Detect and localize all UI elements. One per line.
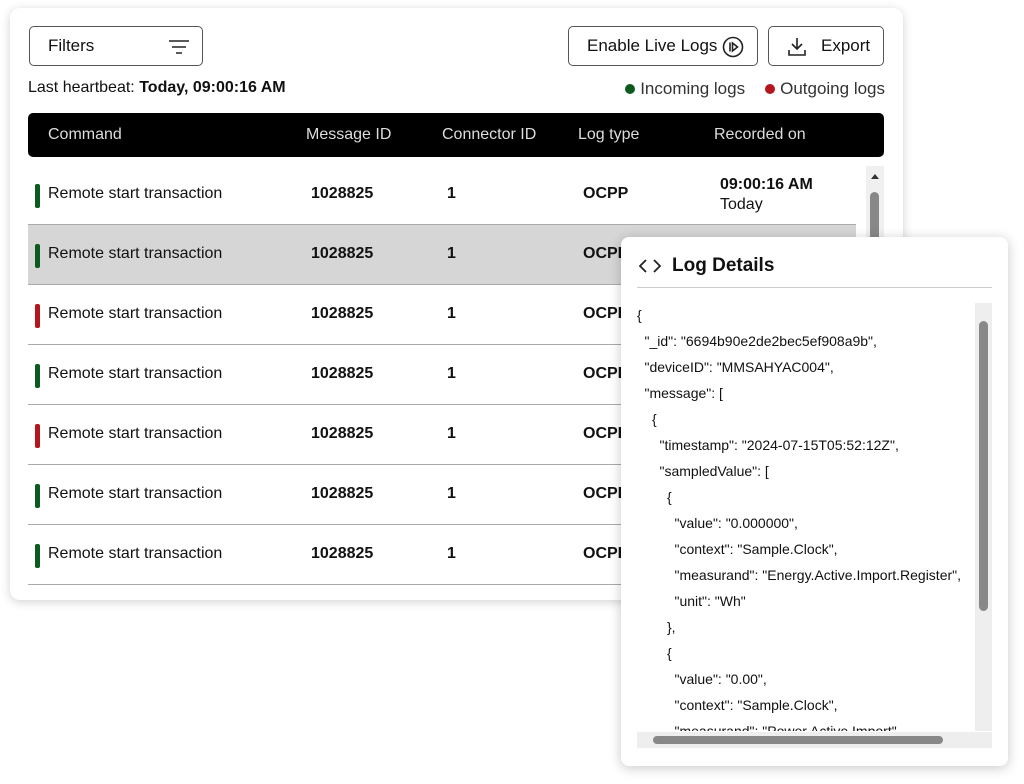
connector-id: 1 xyxy=(447,545,456,562)
legend: Incoming logs Outgoing logs xyxy=(625,79,885,99)
direction-indicator xyxy=(35,424,40,448)
legend-dot xyxy=(765,84,776,94)
json-line: "value": "0.00", xyxy=(674,671,767,687)
json-line: { xyxy=(667,645,672,661)
direction-indicator xyxy=(35,244,40,268)
json-line: "context": "Sample.Clock", xyxy=(674,697,838,713)
heartbeat: Last heartbeat: Today, 09:00:16 AM xyxy=(28,79,286,97)
recorded-time: 09:00:16 AM xyxy=(720,176,813,193)
message-id: 1028825 xyxy=(311,545,374,562)
log-type: OCPP xyxy=(583,185,629,202)
connector-id: 1 xyxy=(447,425,456,442)
direction-indicator xyxy=(35,304,40,328)
column-header: Message ID xyxy=(306,126,392,143)
json-line: "value": "0.000000", xyxy=(674,515,798,531)
json-h-scrollbar xyxy=(637,732,992,748)
export-label: Export xyxy=(821,36,871,55)
table-row[interactable]: Remote start transaction 1028825 1 OCPP xyxy=(28,345,856,405)
table-row[interactable]: Remote start transaction 1028825 1 OCPP xyxy=(28,405,856,465)
log-type: OCPP xyxy=(583,365,629,382)
log-details-panel: Log Details {"_id": "6694b90e2de2bec5ef9… xyxy=(621,237,1008,766)
connector-id: 1 xyxy=(447,245,456,262)
live-logs-button[interactable]: Enable Live Logs xyxy=(568,26,758,66)
json-line: "context": "Sample.Clock", xyxy=(674,541,838,557)
recorded-date: Today xyxy=(720,196,763,213)
message-id: 1028825 xyxy=(311,425,374,442)
table-row[interactable]: Remote start transaction 1028825 1 OCPP xyxy=(28,285,856,345)
connector-id: 1 xyxy=(447,485,456,502)
filters-button[interactable]: Filters xyxy=(29,26,203,66)
legend-item: Outgoing logs xyxy=(765,79,885,99)
table-row[interactable]: Remote start transaction 1028825 1 OCPP xyxy=(28,525,856,585)
json-line: }, xyxy=(667,619,676,635)
log-type: OCPP xyxy=(583,305,629,322)
scroll-thumb xyxy=(653,736,943,744)
message-id: 1028825 xyxy=(311,245,374,262)
legend-dot xyxy=(625,84,636,94)
json-line: "_id": "6694b90e2de2bec5ef908a9b", xyxy=(644,333,877,349)
filters-label: Filters xyxy=(48,36,95,55)
legend-item: Incoming logs xyxy=(625,79,745,99)
scroll-thumb xyxy=(979,321,988,611)
column-header: Connector ID xyxy=(442,126,537,143)
log-type: OCPP xyxy=(583,545,629,562)
json-line: "deviceID": "MMSAHYAC004", xyxy=(644,359,834,375)
connector-id: 1 xyxy=(447,365,456,382)
json-line: { xyxy=(667,489,672,505)
json-line: "sampledValue": [ xyxy=(659,463,769,479)
table-header: Command Message ID Connector ID Log type Rec… xyxy=(28,113,884,157)
json-line: { xyxy=(637,307,642,323)
connector-id: 1 xyxy=(447,185,456,202)
direction-indicator xyxy=(35,544,40,568)
divider xyxy=(637,287,992,288)
code-icon xyxy=(639,259,661,273)
command: Remote start transaction xyxy=(48,425,223,442)
details-title: Log Details xyxy=(672,255,775,276)
command: Remote start transaction xyxy=(48,245,223,262)
legend-label: Outgoing logs xyxy=(780,79,885,98)
command: Remote start transaction xyxy=(48,545,223,562)
connector-id: 1 xyxy=(447,305,456,322)
column-header: Recorded on xyxy=(714,126,806,143)
live-logs-label: Enable Live Logs xyxy=(587,36,718,55)
table-row[interactable]: Remote start transaction 1028825 1 OCPP 09:0… xyxy=(28,165,856,225)
message-id: 1028825 xyxy=(311,305,374,322)
heartbeat-value: Today, 09:00:16 AM xyxy=(139,79,286,96)
filter-icon xyxy=(169,40,189,54)
log-type: OCPP xyxy=(583,425,629,442)
json-view: {"_id": "6694b90e2de2bec5ef908a9b", "devi… xyxy=(637,303,975,731)
direction-indicator xyxy=(35,184,40,208)
command: Remote start transaction xyxy=(48,365,223,382)
message-id: 1028825 xyxy=(311,485,374,502)
command: Remote start transaction xyxy=(48,185,223,202)
command: Remote start transaction xyxy=(48,305,223,322)
column-header: Command xyxy=(48,126,122,143)
log-type: OCPP xyxy=(583,245,629,262)
json-line: "measurand": "Energy.Active.Import.Regis… xyxy=(674,567,962,583)
json-v-scrollbar xyxy=(975,303,992,731)
download-icon xyxy=(788,38,806,56)
heartbeat-label: Last heartbeat: xyxy=(28,79,135,96)
json-line: "measurand": "Power.Active.Import", xyxy=(674,723,901,731)
scroll-up[interactable] xyxy=(870,172,880,180)
scroll-thumb xyxy=(870,192,879,252)
legend-label: Incoming logs xyxy=(640,79,746,98)
message-id: 1028825 xyxy=(311,365,374,382)
json-line: "message": [ xyxy=(644,385,723,401)
log-type: OCPP xyxy=(583,485,629,502)
column-header: Log type xyxy=(578,126,640,143)
direction-indicator xyxy=(35,364,40,388)
json-line: "timestamp": "2024-07-15T05:52:12Z", xyxy=(659,437,899,453)
command: Remote start transaction xyxy=(48,485,223,502)
table-row[interactable]: Remote start transaction 1028825 1 OCPP xyxy=(28,465,856,525)
export-button[interactable]: Export xyxy=(768,26,884,66)
json-line: "unit": "Wh" xyxy=(674,593,746,609)
direction-indicator xyxy=(35,484,40,508)
json-line: { xyxy=(652,411,657,427)
message-id: 1028825 xyxy=(311,185,374,202)
play-icon xyxy=(722,36,744,58)
